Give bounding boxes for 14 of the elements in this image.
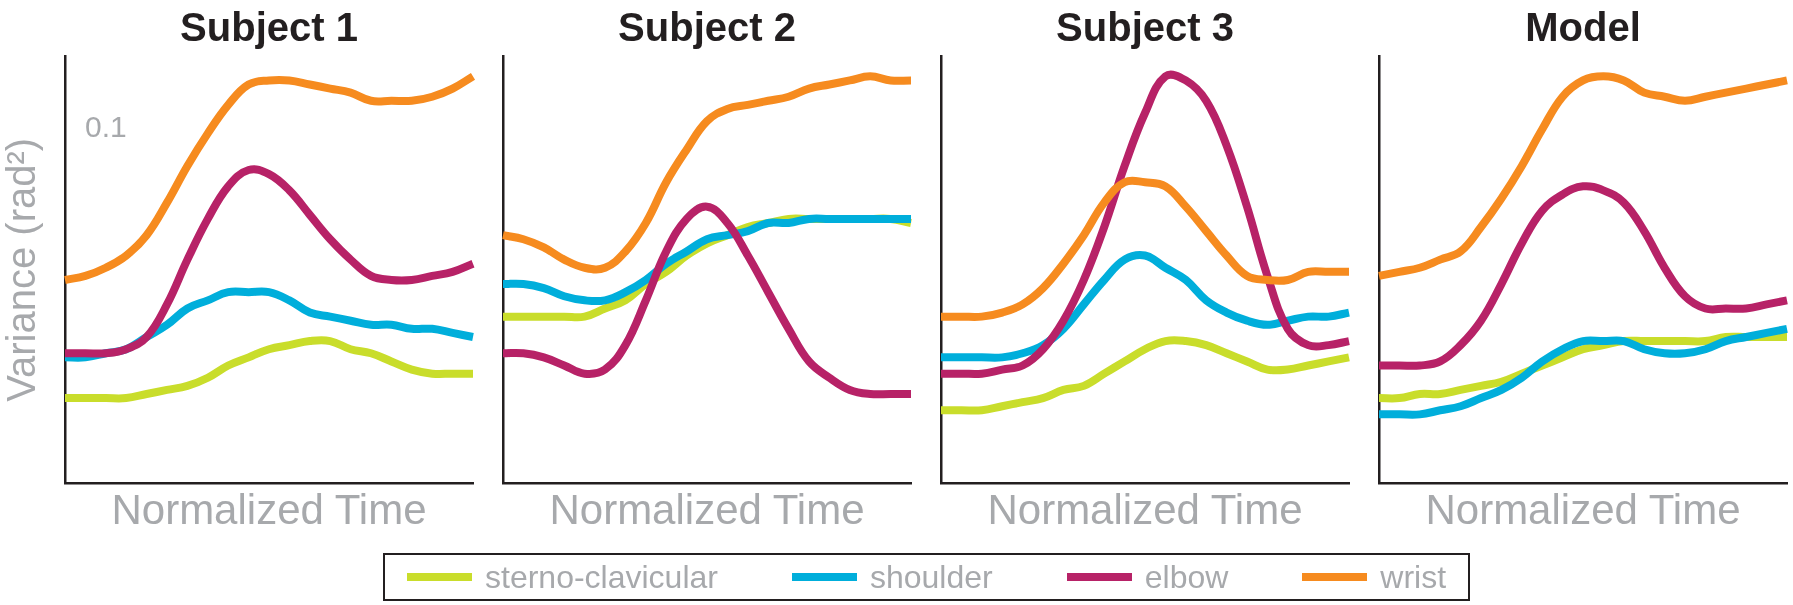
legend-label: sterno-clavicular: [485, 559, 718, 595]
x-axis-title: Normalized Time: [549, 486, 865, 534]
legend-label: wrist: [1380, 559, 1447, 595]
chart-title: Model: [1525, 5, 1641, 50]
x-axis-title: Normalized Time: [111, 486, 427, 534]
chart-title: Subject 1: [180, 5, 358, 50]
legend-label: shoulder: [869, 559, 993, 595]
chart-title: Subject 3: [1056, 5, 1234, 50]
x-axis-title: Normalized Time: [987, 486, 1303, 534]
chart-title: Subject 2: [618, 5, 796, 50]
legend-label: elbow: [1144, 559, 1229, 595]
x-axis-title: Normalized Time: [1425, 486, 1741, 534]
annotation: 0.1: [85, 109, 127, 143]
y-axis-title: Variance (rad²): [0, 137, 44, 402]
